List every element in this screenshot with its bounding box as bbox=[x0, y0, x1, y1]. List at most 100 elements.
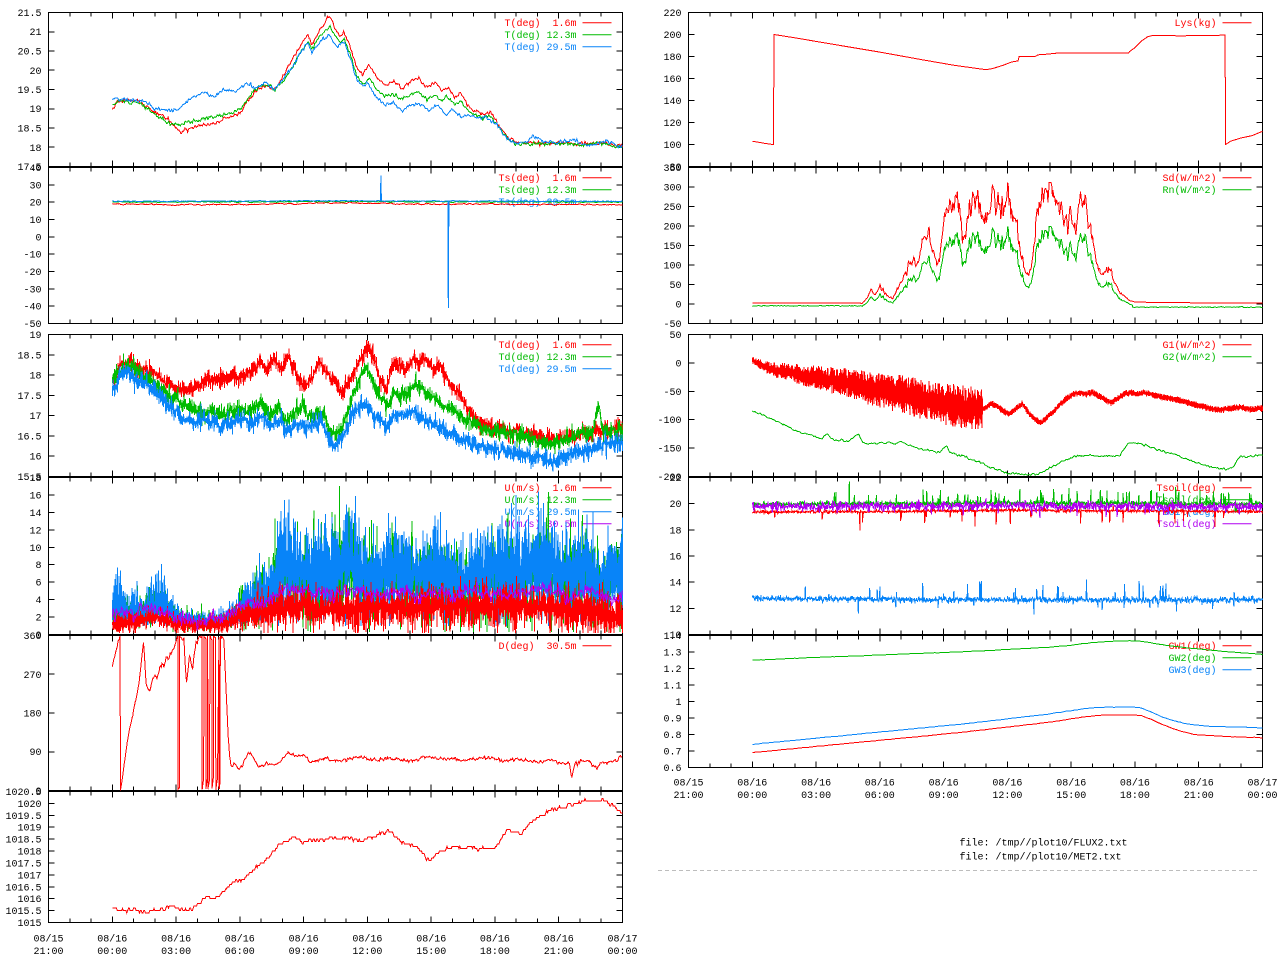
svg-text:T(deg) 1.6m: T(deg) 1.6m bbox=[504, 18, 576, 30]
svg-text:U(m/s) 12.3m: U(m/s) 12.3m bbox=[504, 495, 576, 507]
svg-text:10: 10 bbox=[669, 631, 681, 642]
svg-text:18:00: 18:00 bbox=[480, 947, 510, 958]
svg-text:15:00: 15:00 bbox=[416, 947, 446, 958]
svg-text:200: 200 bbox=[663, 223, 681, 234]
svg-text:Td(deg) 12.3m: Td(deg) 12.3m bbox=[498, 352, 576, 364]
svg-text:16: 16 bbox=[29, 453, 41, 464]
svg-text:20: 20 bbox=[29, 199, 41, 210]
svg-text:17: 17 bbox=[29, 412, 41, 423]
svg-text:12: 12 bbox=[29, 526, 41, 537]
svg-text:20: 20 bbox=[669, 500, 681, 511]
svg-text:14: 14 bbox=[29, 509, 41, 520]
svg-text:0.9: 0.9 bbox=[663, 715, 681, 726]
svg-text:Sd(W/m^2): Sd(W/m^2) bbox=[1162, 173, 1216, 185]
svg-text:-200: -200 bbox=[657, 473, 681, 484]
svg-text:18:00: 18:00 bbox=[1120, 791, 1150, 802]
svg-text:360: 360 bbox=[23, 632, 41, 643]
svg-text:08/16: 08/16 bbox=[1184, 778, 1214, 790]
svg-text:22: 22 bbox=[669, 474, 681, 485]
svg-text:150: 150 bbox=[663, 242, 681, 253]
svg-text:Rn(W/m^2): Rn(W/m^2) bbox=[1162, 185, 1216, 197]
svg-text:17.5: 17.5 bbox=[17, 163, 41, 174]
svg-text:08/16: 08/16 bbox=[352, 934, 382, 946]
svg-text:180: 180 bbox=[663, 53, 681, 64]
svg-text:350: 350 bbox=[663, 164, 681, 175]
svg-text:21: 21 bbox=[29, 28, 41, 39]
svg-text:G1(W/m^2): G1(W/m^2) bbox=[1162, 340, 1216, 352]
svg-text:06:00: 06:00 bbox=[865, 791, 895, 802]
svg-text:-50: -50 bbox=[663, 388, 681, 399]
svg-text:0.7: 0.7 bbox=[663, 748, 681, 759]
svg-text:100: 100 bbox=[663, 262, 681, 273]
svg-text:16: 16 bbox=[669, 553, 681, 564]
svg-text:21:00: 21:00 bbox=[1184, 791, 1214, 802]
svg-text:18: 18 bbox=[669, 526, 681, 537]
svg-text:8: 8 bbox=[35, 561, 41, 572]
svg-text:00:00: 00:00 bbox=[737, 791, 767, 802]
svg-text:0.6: 0.6 bbox=[663, 764, 681, 775]
svg-text:08/16: 08/16 bbox=[480, 934, 510, 946]
svg-text:18: 18 bbox=[29, 372, 41, 383]
svg-text:19: 19 bbox=[29, 331, 41, 342]
svg-text:12:00: 12:00 bbox=[352, 947, 382, 958]
svg-text:08/16: 08/16 bbox=[737, 778, 767, 790]
svg-text:1019.5: 1019.5 bbox=[5, 812, 41, 823]
svg-text:19.5: 19.5 bbox=[17, 86, 41, 97]
svg-text:Ts(deg) 29.5m: Ts(deg) 29.5m bbox=[498, 197, 576, 209]
svg-text:160: 160 bbox=[663, 75, 681, 86]
svg-text:file: /tmp//plot10/FLUX2.txt: file: /tmp//plot10/FLUX2.txt bbox=[960, 838, 1128, 850]
svg-text:21:00: 21:00 bbox=[33, 947, 63, 958]
svg-text:08/16: 08/16 bbox=[865, 778, 895, 790]
svg-text:08/16: 08/16 bbox=[1120, 778, 1150, 790]
svg-text:-150: -150 bbox=[657, 445, 681, 456]
svg-text:06:00: 06:00 bbox=[225, 947, 255, 958]
svg-text:18.5: 18.5 bbox=[17, 351, 41, 362]
svg-text:40: 40 bbox=[29, 164, 41, 175]
svg-text:08/16: 08/16 bbox=[929, 778, 959, 790]
svg-text:08/16: 08/16 bbox=[544, 934, 574, 946]
svg-text:1: 1 bbox=[675, 698, 681, 709]
svg-text:21:00: 21:00 bbox=[544, 947, 574, 958]
svg-text:1017: 1017 bbox=[17, 871, 41, 882]
svg-text:16.5: 16.5 bbox=[17, 432, 41, 443]
svg-text:00:00: 00:00 bbox=[1247, 791, 1277, 802]
svg-text:08/16: 08/16 bbox=[416, 934, 446, 946]
svg-text:1.2: 1.2 bbox=[663, 665, 681, 676]
svg-text:03:00: 03:00 bbox=[161, 947, 191, 958]
svg-text:08/16: 08/16 bbox=[289, 934, 319, 946]
svg-text:-40: -40 bbox=[23, 303, 41, 314]
svg-text:270: 270 bbox=[23, 671, 41, 682]
svg-text:T(deg) 29.5m: T(deg) 29.5m bbox=[504, 42, 576, 54]
svg-text:Lys(kg): Lys(kg) bbox=[1174, 18, 1216, 30]
svg-text:0: 0 bbox=[35, 631, 41, 642]
svg-text:08/17: 08/17 bbox=[607, 934, 637, 946]
svg-text:08/17: 08/17 bbox=[1247, 778, 1277, 790]
svg-text:12:00: 12:00 bbox=[992, 791, 1022, 802]
svg-text:D(deg) 30.5m: D(deg) 30.5m bbox=[498, 641, 576, 653]
svg-text:09:00: 09:00 bbox=[289, 947, 319, 958]
svg-text:1.3: 1.3 bbox=[663, 649, 681, 660]
svg-text:15.5: 15.5 bbox=[17, 473, 41, 484]
svg-text:6: 6 bbox=[35, 579, 41, 590]
svg-text:12: 12 bbox=[669, 605, 681, 616]
svg-text:250: 250 bbox=[663, 203, 681, 214]
svg-text:21.5: 21.5 bbox=[17, 9, 41, 20]
svg-text:Td(deg) 1.6m: Td(deg) 1.6m bbox=[498, 340, 576, 352]
svg-text:1018.5: 1018.5 bbox=[5, 836, 41, 847]
svg-text:08/16: 08/16 bbox=[225, 934, 255, 946]
svg-text:4: 4 bbox=[35, 596, 41, 607]
svg-text:08/15: 08/15 bbox=[33, 934, 63, 946]
svg-text:0: 0 bbox=[35, 233, 41, 244]
svg-text:1017.5: 1017.5 bbox=[5, 860, 41, 871]
svg-text:08/16: 08/16 bbox=[161, 934, 191, 946]
svg-text:140: 140 bbox=[663, 97, 681, 108]
svg-text:0: 0 bbox=[35, 787, 41, 798]
svg-text:19: 19 bbox=[29, 105, 41, 116]
svg-text:GW3(deg): GW3(deg) bbox=[1168, 665, 1216, 677]
svg-text:1016: 1016 bbox=[17, 895, 41, 906]
svg-text:1020: 1020 bbox=[17, 800, 41, 811]
svg-text:220: 220 bbox=[663, 9, 681, 20]
svg-text:18.5: 18.5 bbox=[17, 125, 41, 136]
svg-text:1019: 1019 bbox=[17, 824, 41, 835]
svg-text:18: 18 bbox=[29, 144, 41, 155]
